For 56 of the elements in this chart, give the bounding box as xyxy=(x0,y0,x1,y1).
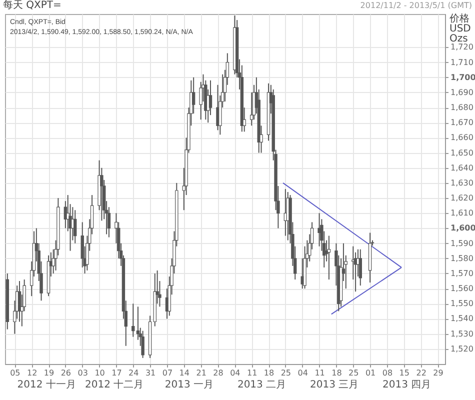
x-tick-label: 11 xyxy=(247,368,258,378)
x-tick-label: 03 xyxy=(78,368,88,378)
y-tick-label: 1,580 xyxy=(450,254,474,263)
x2-tick-label: 2013 一月 xyxy=(164,380,214,390)
y-tick-label: 1,520 xyxy=(450,344,474,354)
x-tick-label: 24 xyxy=(128,368,139,378)
x-tick-label: 08 xyxy=(382,368,393,378)
x-tick-label: 14 xyxy=(179,368,190,378)
x-tick-label: 11 xyxy=(314,368,325,378)
y-tick-label: 1,540 xyxy=(450,314,474,324)
y-tick-label: 1,570 xyxy=(450,268,474,278)
x-tick-label: 19 xyxy=(44,368,54,378)
x-tick-label: 25 xyxy=(280,368,292,378)
x2-tick-label: 2012 十一月 xyxy=(17,378,76,390)
y-tick-label: 1,720 xyxy=(450,42,474,52)
y-tick-label: 1,710 xyxy=(450,58,474,67)
x-tick-label: 21 xyxy=(196,368,206,378)
y-tick-label: 1,650 xyxy=(450,148,474,158)
y-tick-label: 1,670 xyxy=(450,118,474,128)
x-tick-label: 17 xyxy=(112,368,122,378)
x-tick-label: 15 xyxy=(399,368,410,378)
x2-tick-label: 2012 十二月 xyxy=(84,378,144,390)
x-tick-label: 04 xyxy=(230,368,240,378)
y-tick-label: 1,640 xyxy=(450,163,474,172)
chart-subtitle: 2012/11/2 - 2013/5/1 (GMT) xyxy=(360,1,472,11)
y-tick-label: 1,680 xyxy=(450,103,474,112)
x-tick-label: 10 xyxy=(94,368,105,378)
x-tick-label: 29 xyxy=(433,368,444,378)
y-tick-label: 1,600 xyxy=(450,224,475,233)
y-tick-label: 1,690 xyxy=(450,88,474,97)
x-tick-label: 26 xyxy=(60,368,72,378)
y-tick-label: 1,590 xyxy=(450,238,474,248)
y-tick-label: 1,610 xyxy=(450,208,474,218)
y-tick-label: 1,660 xyxy=(450,133,474,142)
chart-title: 每天 QXPT= xyxy=(3,0,62,12)
y-axis-title: 价格 USD Ozs xyxy=(448,12,472,44)
x-tick-label: 25 xyxy=(348,368,359,378)
x-tick-label: 12 xyxy=(27,368,38,378)
y-tick-label: 1,530 xyxy=(450,329,474,338)
x-tick-label: 28 xyxy=(213,368,224,378)
y-tick-label: 1,700 xyxy=(450,72,475,82)
y-tick-label: 1,550 xyxy=(450,299,474,308)
x2-tick-label: 2013 三月 xyxy=(310,380,359,390)
x-tick-label: 01 xyxy=(365,368,376,378)
x-tick-label: 07 xyxy=(162,368,173,378)
x2-tick-label: 2013 二月 xyxy=(237,380,286,390)
x-tick-label: 18 xyxy=(332,368,342,378)
y-tick-label: 1,630 xyxy=(450,178,474,188)
y-tick-label: 1,620 xyxy=(450,194,474,203)
x-tick-label: 22 xyxy=(416,368,426,378)
x-tick-label: 18 xyxy=(264,368,274,378)
x2-tick-label: 2013 四月 xyxy=(382,380,432,390)
x-tick-label: 31 xyxy=(145,368,156,378)
x-tick-label: 05 xyxy=(10,368,20,378)
x-tick-label: 04 xyxy=(298,368,308,378)
y-tick-label: 1,560 xyxy=(450,284,474,294)
